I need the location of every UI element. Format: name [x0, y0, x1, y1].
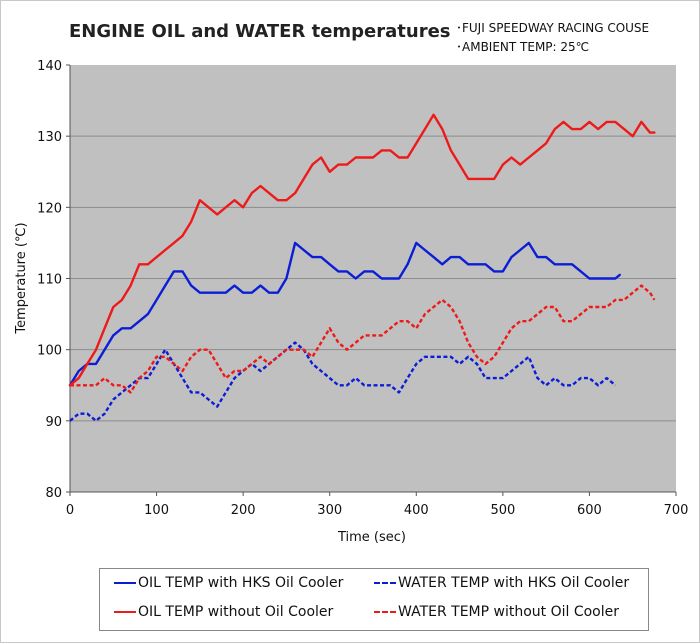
- legend-swatch-water-with-cooler: [374, 582, 396, 584]
- x-tick-label: 700: [664, 503, 689, 518]
- x-tick-label: 300: [317, 503, 342, 518]
- y-tick-label: 130: [37, 130, 62, 145]
- x-tick-label: 200: [231, 503, 256, 518]
- y-tick-label: 100: [37, 344, 62, 359]
- course-note: ･FUJI SPEEDWAY RACING COUSE: [456, 21, 650, 35]
- series-oil-without-cooler: [68, 113, 656, 387]
- y-tick-label: 110: [37, 273, 62, 288]
- legend-item-oil-with-cooler: OIL TEMP with HKS Oil Cooler: [114, 574, 343, 592]
- legend-swatch-oil-without-cooler: [114, 611, 136, 613]
- legend-item-water-without-cooler: WATER TEMP without Oil Cooler: [374, 603, 619, 621]
- x-tick-label: 0: [66, 503, 74, 518]
- series-water-without-cooler: [70, 284, 656, 394]
- ambient-temp-note: ･AMBIENT TEMP: 25℃: [456, 40, 590, 54]
- x-tick-label: 100: [144, 503, 169, 518]
- x-tick-label: 600: [577, 503, 602, 518]
- chart-title: ENGINE OIL and WATER temperatures: [69, 21, 451, 42]
- legend-swatch-water-without-cooler: [374, 611, 396, 613]
- x-axis-title: Time (sec): [337, 530, 406, 545]
- legend-label: WATER TEMP without Oil Cooler: [398, 604, 620, 620]
- gridlines: [70, 135, 676, 422]
- y-tick-label: 80: [45, 486, 62, 501]
- axes: 80 90 100 110 120 130 140 0 100 200 300 400 500 600 70…: [37, 59, 688, 518]
- legend-item-water-with-cooler: WATER TEMP with HKS Oil Cooler: [374, 574, 629, 592]
- legend-item-oil-without-cooler: OIL TEMP without Oil Cooler: [114, 603, 333, 621]
- x-tick-label: 500: [490, 503, 515, 518]
- series-group: [68, 113, 656, 422]
- legend: OIL TEMP with HKS Oil Cooler WATER TEMP …: [99, 568, 649, 631]
- y-tick-label: 120: [37, 201, 62, 216]
- x-tick-label: 400: [404, 503, 429, 518]
- series-oil-with-cooler: [68, 241, 621, 387]
- legend-label: OIL TEMP without Oil Cooler: [138, 604, 334, 620]
- y-tick-label: 140: [37, 59, 62, 74]
- y-axis-title: Temperature (℃): [14, 222, 29, 334]
- legend-label: OIL TEMP with HKS Oil Cooler: [138, 575, 344, 591]
- legend-swatch-oil-with-cooler: [114, 582, 136, 584]
- legend-label: WATER TEMP with HKS Oil Cooler: [398, 575, 630, 591]
- y-tick-label: 90: [45, 415, 62, 430]
